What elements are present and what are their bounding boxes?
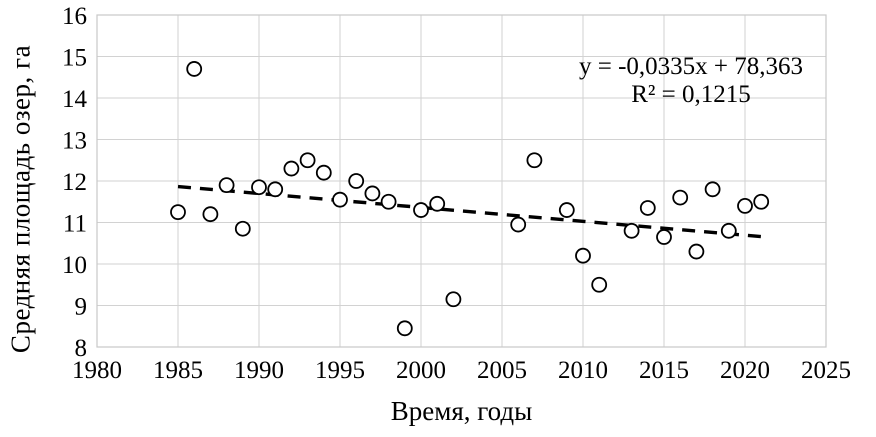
trend-r2-label: R² = 0,1215 xyxy=(631,81,751,108)
x-tick-label: 2020 xyxy=(720,357,770,384)
data-point xyxy=(202,206,219,223)
data-point xyxy=(380,193,397,210)
data-point xyxy=(186,61,203,77)
x-tick-label: 2000 xyxy=(396,357,446,384)
x-tick-label: 2005 xyxy=(477,357,527,384)
x-tick-label: 1995 xyxy=(315,357,365,384)
data-point xyxy=(283,160,300,177)
data-point xyxy=(623,222,640,239)
data-point xyxy=(704,181,721,198)
y-tick-label: 16 xyxy=(62,3,87,30)
data-point xyxy=(445,291,462,308)
y-tick-label: 14 xyxy=(62,86,88,113)
y-tick-label: 15 xyxy=(62,45,87,72)
x-tick-label: 2015 xyxy=(639,357,689,384)
y-axis-title: Средняя площадь озер, га xyxy=(5,44,36,354)
data-point xyxy=(267,181,284,198)
data-point xyxy=(737,197,753,214)
data-point xyxy=(396,320,413,337)
data-point xyxy=(720,222,737,239)
data-point xyxy=(364,185,381,202)
y-tick-label: 11 xyxy=(63,211,87,238)
x-tick-label: 2010 xyxy=(558,357,608,384)
trend-annotation: y = -0,0335x + 78,363 R² = 0,1215 xyxy=(540,53,842,109)
trend-equation-label: y = -0,0335x + 78,363 xyxy=(578,53,804,80)
data-point xyxy=(526,152,543,169)
y-tick-label: 8 xyxy=(75,335,88,362)
data-point xyxy=(429,195,446,212)
data-point xyxy=(348,173,365,189)
data-point xyxy=(234,220,251,237)
data-point xyxy=(672,189,689,206)
data-point xyxy=(558,202,575,218)
data-point xyxy=(251,179,267,196)
y-tick-label: 13 xyxy=(62,128,87,155)
data-point xyxy=(591,276,608,293)
plot-border xyxy=(96,14,827,348)
data-point xyxy=(332,191,348,208)
data-point xyxy=(413,202,429,218)
data-point xyxy=(510,216,527,233)
y-tick-label: 9 xyxy=(75,294,88,321)
x-axis-title: Время, годы xyxy=(390,396,533,426)
data-point xyxy=(688,243,705,260)
data-point xyxy=(656,229,672,245)
data-point xyxy=(299,152,316,169)
data-point xyxy=(315,164,332,181)
x-tick-label: 1985 xyxy=(153,357,203,384)
y-tick-label: 10 xyxy=(62,252,87,279)
x-tick-label: 1990 xyxy=(234,357,284,384)
data-point xyxy=(639,200,656,216)
x-tick-label: 1980 xyxy=(72,357,122,384)
data-point xyxy=(575,247,591,264)
y-tick-label: 12 xyxy=(62,169,87,196)
data-point xyxy=(218,177,235,194)
data-point xyxy=(753,193,770,210)
data-point xyxy=(170,204,186,221)
x-tick-label: 2025 xyxy=(801,357,851,384)
